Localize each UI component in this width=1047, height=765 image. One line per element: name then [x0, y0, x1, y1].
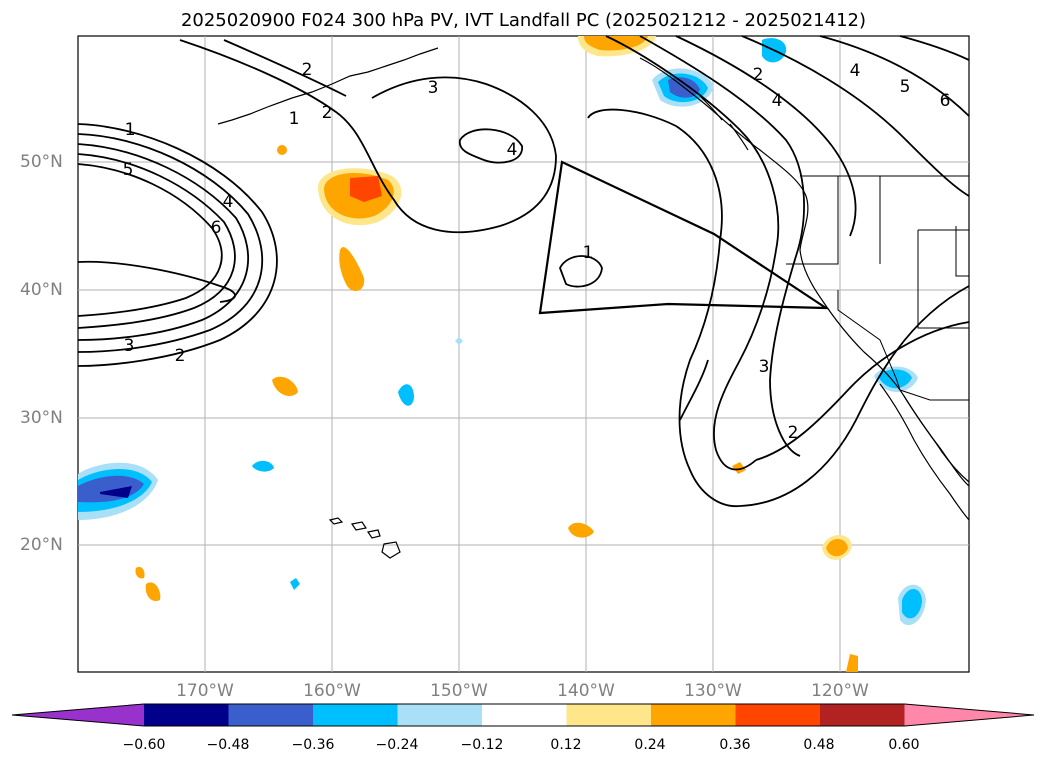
- contour-label: 2: [753, 65, 764, 85]
- colorbar-segment: [566, 704, 652, 726]
- colorbar-extend-min: [12, 704, 144, 726]
- colorbar-segment: [313, 704, 398, 726]
- colorbar-segment: [651, 704, 736, 726]
- lon-label: 130°W: [684, 681, 742, 701]
- contour-label: 3: [124, 336, 135, 356]
- lon-label: 150°W: [430, 681, 488, 701]
- colorbar-tick-label: −0.60: [122, 737, 166, 753]
- colorbar-tick-label: −0.48: [206, 737, 250, 753]
- contour-label: 2: [788, 423, 799, 443]
- lat-label: 30°N: [20, 408, 63, 428]
- colorbar-tick-label: −0.12: [460, 737, 504, 753]
- colorbar-extend-max: [904, 704, 1034, 726]
- contour-labels: 1 2 2 3 4 5 4 6 1 5 3 2 4 2 3 4 4 5 6 1 …: [123, 60, 951, 443]
- colorbar-tick-label: 0.48: [803, 737, 835, 753]
- map-frame: [77, 35, 970, 673]
- colorbar-segment: [144, 704, 229, 726]
- pv-fill-features: [78, 36, 926, 672]
- contour-label: 5: [123, 160, 134, 180]
- colorbar-tick-label: 0.12: [550, 737, 582, 753]
- colorbar-segment: [228, 704, 314, 726]
- lat-label: 40°N: [20, 280, 63, 300]
- lon-label: 140°W: [557, 681, 615, 701]
- colorbar-outline: [11, 703, 1035, 727]
- lon-label: 170°W: [176, 681, 234, 701]
- contour-label: 3: [759, 357, 770, 377]
- borders: [786, 175, 969, 401]
- lon-label: 160°W: [303, 681, 361, 701]
- lat-label: 50°N: [20, 152, 63, 172]
- colorbar-segment: [397, 704, 483, 726]
- contour-label: 3: [428, 78, 439, 98]
- contour-label: 6: [211, 218, 222, 238]
- contour-label: 6: [940, 91, 951, 111]
- colorbar-segment: [482, 704, 567, 726]
- contour-label: 2: [322, 103, 333, 123]
- contour-label: 5: [900, 77, 911, 97]
- contour-label: 1: [125, 120, 136, 140]
- colorbar: [11, 703, 1035, 727]
- colorbar-tick-label: 0.60: [888, 737, 920, 753]
- colorbar-tick-label: 0.36: [719, 737, 751, 753]
- contour-label: 1: [583, 243, 594, 263]
- contour-label: 4: [850, 61, 861, 81]
- landfall-polygon: [538, 160, 830, 315]
- colorbar-segment: [820, 704, 905, 726]
- colorbar-tick-label: −0.36: [291, 737, 335, 753]
- colorbar-segment: [735, 704, 821, 726]
- contour-label: 1: [289, 109, 300, 129]
- contour-label: 2: [175, 346, 186, 366]
- contour-label: 4: [507, 140, 518, 160]
- contour-label: 4: [772, 91, 783, 111]
- lat-label: 20°N: [20, 535, 63, 555]
- lon-label: 120°W: [811, 681, 869, 701]
- contour-label: 4: [223, 192, 234, 212]
- map-title: 2025020900 F024 300 hPa PV, IVT Landfall…: [180, 10, 867, 31]
- pv-contours: [77, 35, 970, 507]
- contour-label: 2: [302, 60, 313, 80]
- colorbar-tick-label: −0.24: [375, 737, 419, 753]
- coastlines: [217, 47, 970, 559]
- colorbar-tick-label: 0.24: [634, 737, 666, 753]
